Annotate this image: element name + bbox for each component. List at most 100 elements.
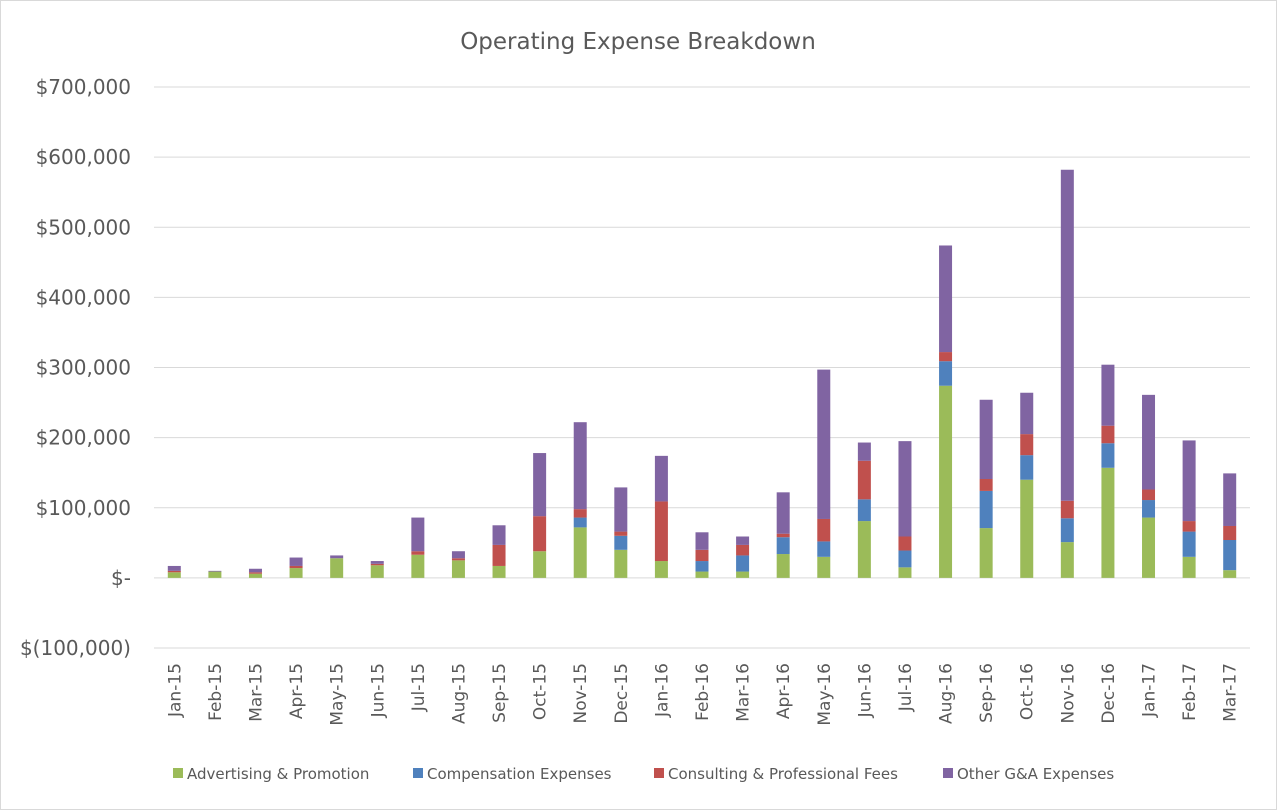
bar-segment xyxy=(289,568,303,578)
legend-swatch xyxy=(943,768,953,778)
x-tick-label: Apr-15 xyxy=(287,663,307,719)
bar-segment xyxy=(167,572,181,578)
bar-segment xyxy=(1223,473,1237,526)
x-tick-label: Nov-16 xyxy=(1058,663,1078,724)
x-tick-label: Dec-16 xyxy=(1099,663,1119,724)
bar-segment xyxy=(979,490,993,529)
bar-segment xyxy=(1020,434,1034,456)
bar-segment xyxy=(776,492,790,534)
x-tick-label: May-16 xyxy=(815,663,835,726)
bar-segment xyxy=(817,369,831,519)
bar-segment xyxy=(857,521,871,578)
bar-segment xyxy=(1060,542,1074,578)
bar-segment xyxy=(451,558,465,561)
y-tick-label: $- xyxy=(111,566,131,590)
y-tick-label: $500,000 xyxy=(36,215,131,239)
x-tick-label: Sep-15 xyxy=(490,663,510,723)
bar-segment xyxy=(167,565,181,571)
x-tick-label: Sep-16 xyxy=(977,663,997,723)
x-tick-label: Jul-16 xyxy=(896,663,916,712)
x-tick-label: Jan-17 xyxy=(1140,663,1160,718)
bar-segment xyxy=(817,556,831,578)
bar-segment xyxy=(573,422,587,510)
bar-segment xyxy=(573,527,587,578)
x-tick-label: Feb-17 xyxy=(1180,663,1200,721)
bar-segment xyxy=(1101,443,1115,468)
bar-segment xyxy=(614,535,628,550)
legend-swatch xyxy=(413,768,423,778)
legend: Advertising & Promotion Compensation Expe… xyxy=(173,765,1114,783)
bar-segment xyxy=(1060,500,1074,519)
bar-segment xyxy=(817,518,831,542)
legend-swatch xyxy=(173,768,183,778)
bar-segment xyxy=(736,555,750,572)
bar-segment xyxy=(451,560,465,578)
bar-segment xyxy=(1182,521,1196,532)
x-tick-label: Oct-16 xyxy=(1018,663,1038,720)
bar-segment xyxy=(492,544,506,566)
bar-segment xyxy=(1060,518,1074,543)
x-tick-label: Oct-15 xyxy=(531,663,551,720)
bar-segment xyxy=(1182,556,1196,578)
legend-swatch xyxy=(654,768,664,778)
bar-segment xyxy=(1142,517,1156,578)
bar-segment xyxy=(330,558,344,578)
x-tick-label: Aug-15 xyxy=(449,663,469,724)
bar-segment xyxy=(979,478,993,491)
bar-segment xyxy=(208,571,222,578)
bar-segment xyxy=(614,549,628,578)
bar-segment xyxy=(939,385,953,578)
bar-segment xyxy=(533,453,547,517)
x-tick-label: Apr-16 xyxy=(774,663,794,719)
y-tick-label: $400,000 xyxy=(36,285,131,309)
bar-segment xyxy=(1101,425,1115,444)
bar-segment xyxy=(736,536,750,545)
bar-segment xyxy=(370,563,384,566)
bar-segment xyxy=(248,568,262,573)
bar-segment xyxy=(1223,570,1237,578)
x-tick-label: Nov-15 xyxy=(571,663,591,724)
bar-segment xyxy=(857,460,871,500)
bar-segment xyxy=(898,441,912,537)
bar-segment xyxy=(939,352,953,362)
bars xyxy=(167,169,1237,578)
bar-segment xyxy=(857,499,871,522)
bar-segment xyxy=(330,555,344,559)
bar-segment xyxy=(1182,440,1196,522)
x-tick-label: Jan-15 xyxy=(165,663,185,718)
legend-label: Advertising & Promotion xyxy=(187,765,369,783)
x-tick-label: May-15 xyxy=(328,663,348,726)
bar-segment xyxy=(695,532,709,550)
bar-segment xyxy=(614,531,628,536)
x-tick-label: Feb-15 xyxy=(206,663,226,721)
bar-segment xyxy=(736,544,750,556)
bar-segment xyxy=(776,554,790,578)
chart-title: Operating Expense Breakdown xyxy=(460,29,816,55)
y-tick-label: $(100,000) xyxy=(20,636,131,660)
x-axis-tick-labels: Jan-15 Feb-15 Mar-15 Apr-15 May-15 Jun-15 Jul-… xyxy=(165,663,1240,726)
legend-label: Compensation Expenses xyxy=(427,765,612,783)
bar-segment xyxy=(573,509,587,518)
bar-segment xyxy=(248,573,262,578)
bar-segment xyxy=(411,551,425,555)
bar-segment xyxy=(695,571,709,578)
y-axis-tick-labels: $(100,000) $- $100,000 $200,000 $300,000 $400… xyxy=(20,75,131,660)
x-tick-label: Aug-16 xyxy=(937,663,957,724)
bar-segment xyxy=(654,455,668,502)
bar-segment xyxy=(654,501,668,562)
bar-segment xyxy=(695,561,709,572)
bar-segment xyxy=(451,551,465,559)
bar-segment xyxy=(898,550,912,568)
x-tick-label: Jan-16 xyxy=(652,663,672,718)
bar-segment xyxy=(1142,394,1156,490)
bar-segment xyxy=(1060,169,1074,501)
x-tick-label: Feb-16 xyxy=(693,663,713,721)
bar-segment xyxy=(857,442,871,461)
y-tick-label: $700,000 xyxy=(36,75,131,99)
y-tick-label: $100,000 xyxy=(36,496,131,520)
bar-segment xyxy=(248,572,262,574)
bar-segment xyxy=(533,551,547,578)
x-tick-label: Jun-15 xyxy=(368,663,388,718)
bar-segment xyxy=(208,570,222,572)
